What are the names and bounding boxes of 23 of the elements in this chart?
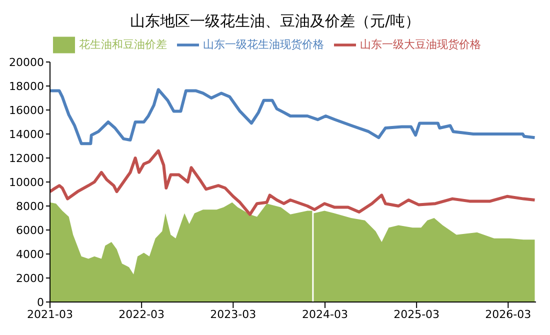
x-tick-label: 2026-03 [485,308,532,321]
y-tick-label: 20000 [9,56,44,69]
legend-label: 山东一级花生油现货价格 [203,38,324,52]
x-tick-label: 2022-03 [118,308,165,321]
line-series [50,88,536,146]
line-series [50,149,536,216]
y-tick-label: 6000 [16,224,44,237]
y-tick-label: 16000 [9,104,44,117]
y-tick-label: 0 [37,296,44,309]
x-tick-label: 2021-03 [27,308,73,321]
chart-title: 山东地区一级花生油、豆油及价差（元/吨） [128,11,422,32]
y-tick-label: 8000 [16,200,44,213]
legend-label: 山东一级大豆油现货价格 [360,38,481,52]
x-tick-label: 2025-03 [394,308,440,321]
y-tick-label: 10000 [9,176,44,189]
y-tick-label: 12000 [9,152,44,165]
y-tick-label: 14000 [9,128,44,141]
y-tick-label: 4000 [16,248,44,261]
x-tick-label: 2023-03 [210,308,256,321]
y-tick-label: 2000 [16,272,44,285]
legend-label: 花生油和豆油价差 [79,38,167,52]
y-tick-label: 18000 [9,80,44,93]
x-tick-label: 2024-03 [302,308,348,321]
